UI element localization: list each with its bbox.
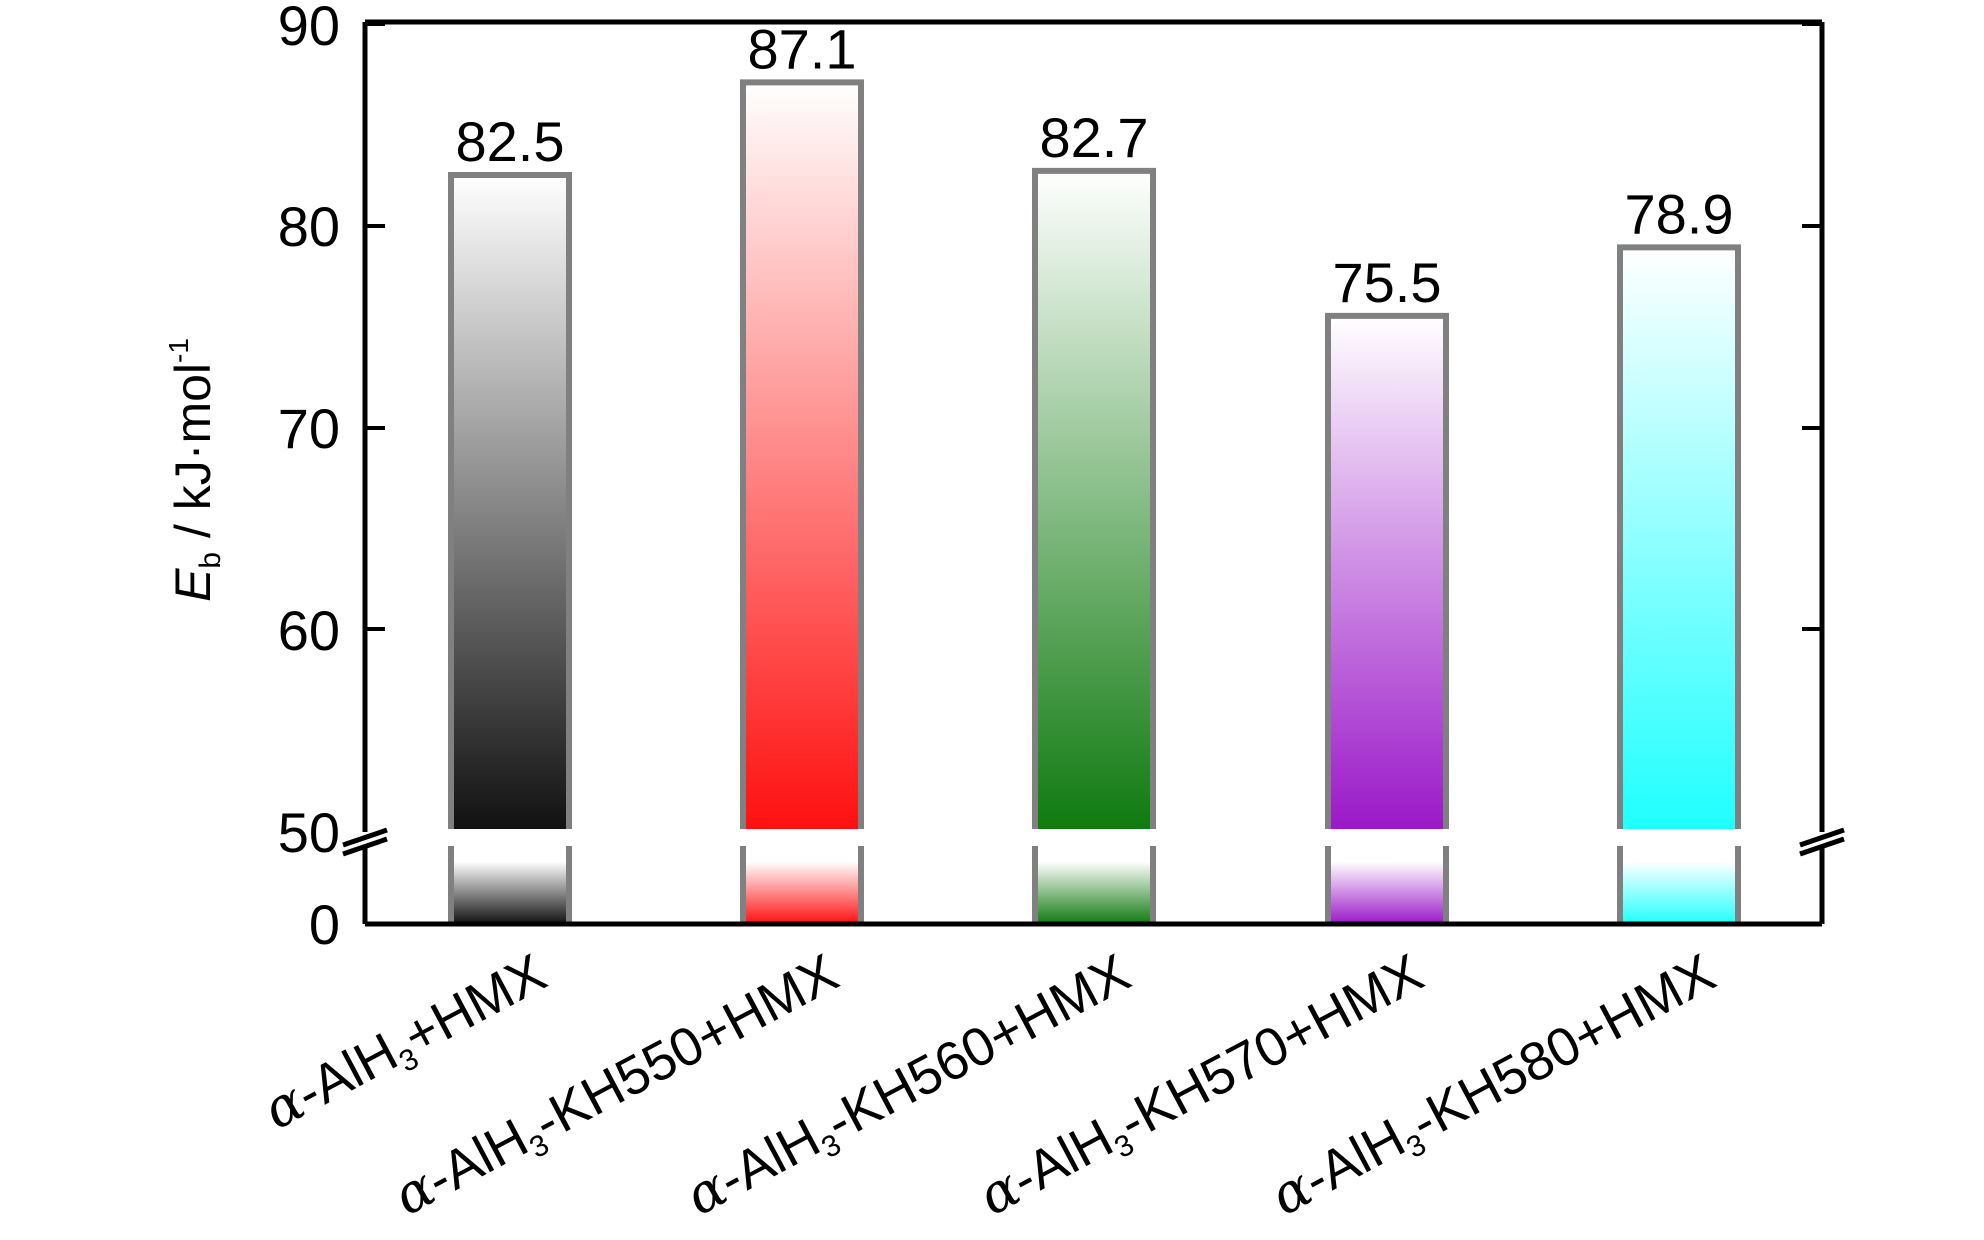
y-tick-label-60: 60 xyxy=(278,599,340,662)
y-tick-label-50: 50 xyxy=(278,801,340,864)
bar-lower-1 xyxy=(451,846,569,924)
axis-break-right xyxy=(1799,827,1845,857)
y-tick-label-70: 70 xyxy=(278,397,340,460)
y-axis-unit-sup: -1 xyxy=(163,338,194,363)
y-tick-label-80: 80 xyxy=(278,195,340,258)
y-axis-symbol: E xyxy=(165,568,221,602)
bar-outline-4 xyxy=(1325,312,1449,829)
y-tick-label-0: 0 xyxy=(309,893,340,956)
value-labels: 82.5 87.1 82.7 75.5 78.9 xyxy=(456,17,1734,313)
y-axis-subscript: b xyxy=(194,552,227,569)
bar-outline-3 xyxy=(1032,167,1156,829)
bar-2 xyxy=(743,82,861,830)
bar-lower-5 xyxy=(1620,846,1738,924)
value-label-2: 87.1 xyxy=(748,17,857,80)
bar-1 xyxy=(451,174,569,829)
bar-lower-outline-2 xyxy=(740,846,864,924)
value-label-5: 78.9 xyxy=(1625,182,1734,245)
y-axis-label: Eb / kJ·mol-1 xyxy=(163,338,227,602)
bar-lower-outline-4 xyxy=(1325,846,1449,924)
bar-outline-2 xyxy=(740,79,864,829)
y-tick-labels: 90 80 70 60 50 0 xyxy=(278,0,340,956)
value-label-1: 82.5 xyxy=(456,110,565,173)
y-ticks xyxy=(365,22,1822,631)
bar-lower-4 xyxy=(1328,846,1446,924)
bar-lower-outline-5 xyxy=(1617,846,1741,924)
value-label-3: 82.7 xyxy=(1040,106,1149,169)
bar-3 xyxy=(1035,170,1153,830)
bar-lower-3 xyxy=(1035,846,1153,924)
y-tick-label-90: 90 xyxy=(278,0,340,57)
bar-4 xyxy=(1328,315,1446,829)
bar-outline-1 xyxy=(448,171,572,829)
category-labels: α-AlH3+HMXα-AlH3-KH550+HMXα-AlH3-KH560+H… xyxy=(253,943,1725,1228)
axis-break-left xyxy=(342,827,388,857)
bar-lower-2 xyxy=(743,846,861,924)
value-label-4: 75.5 xyxy=(1333,251,1442,314)
bar-lower-outline-3 xyxy=(1032,846,1156,924)
bar-lower-outline-1 xyxy=(448,846,572,924)
bars-group xyxy=(448,79,1741,924)
bar-outline-5 xyxy=(1617,244,1741,829)
bar-5 xyxy=(1620,247,1738,829)
y-axis-unit: / kJ·mol xyxy=(165,363,221,552)
